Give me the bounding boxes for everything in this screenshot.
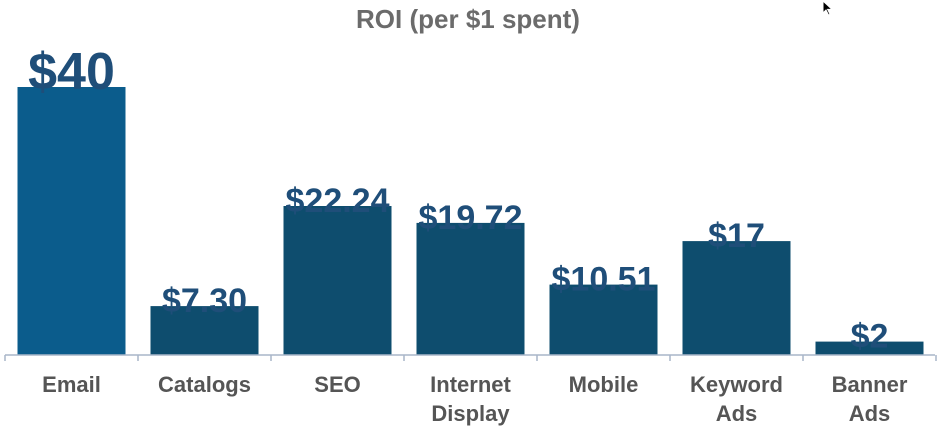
category-label-email: Email <box>42 372 101 397</box>
value-labels-group: $40 $7.30 $22.24 $19.72 $10.51 $17 $2 <box>28 43 888 356</box>
category-label-line: Banner <box>832 372 908 397</box>
bar-email <box>17 87 126 355</box>
value-label-internet-display: $19.72 <box>419 199 523 237</box>
category-label-line: Email <box>42 372 101 397</box>
value-label-banner-ads: $2 <box>851 318 889 356</box>
category-label-catalogs: Catalogs <box>158 372 251 397</box>
value-label-keyword-ads: $17 <box>708 217 765 255</box>
bar-catalogs <box>150 306 259 355</box>
category-label-line: SEO <box>314 372 360 397</box>
category-label-mobile: Mobile <box>569 372 639 397</box>
x-axis-ticks <box>4 355 937 361</box>
bar-keyword-ads <box>682 241 791 355</box>
category-label-internet-display: Internet Display <box>430 372 511 426</box>
category-labels-group: Email Catalogs SEO Internet Display Mobile Key… <box>42 372 908 426</box>
bar-seo <box>283 206 392 355</box>
category-label-banner-ads: Banner Ads <box>832 372 908 426</box>
category-label-line: Display <box>431 401 510 426</box>
bars-group <box>17 87 924 355</box>
category-label-line: Keyword <box>690 372 783 397</box>
bar-internet-display <box>416 222 525 355</box>
bar-mobile <box>549 284 658 355</box>
value-label-catalogs: $7.30 <box>162 282 247 320</box>
category-label-seo: SEO <box>314 372 360 397</box>
mouse-pointer-icon <box>822 0 834 16</box>
category-label-line: Ads <box>849 401 891 426</box>
category-label-line: Ads <box>716 401 758 426</box>
category-label-line: Internet <box>430 372 511 397</box>
category-label-line: Mobile <box>569 372 639 397</box>
value-label-email: $40 <box>28 43 115 101</box>
bar-banner-ads <box>815 341 924 355</box>
category-label-keyword-ads: Keyword Ads <box>690 372 783 426</box>
chart-title: ROI (per $1 spent) <box>356 4 580 34</box>
value-label-seo: $22.24 <box>286 182 390 220</box>
value-label-mobile: $10.51 <box>552 261 656 299</box>
category-label-line: Catalogs <box>158 372 251 397</box>
